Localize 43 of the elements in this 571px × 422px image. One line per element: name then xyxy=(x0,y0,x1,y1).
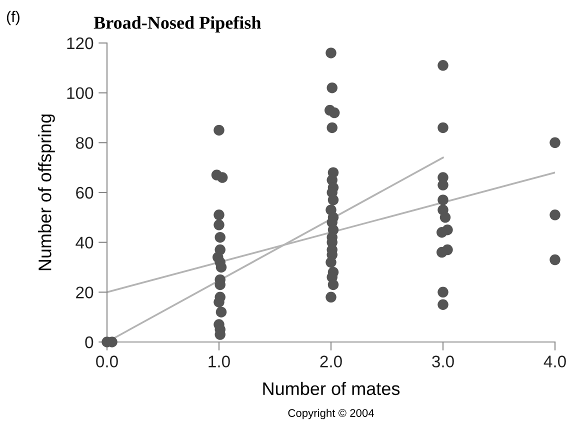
point xyxy=(550,210,560,220)
y-tick-label: 120 xyxy=(67,37,94,50)
point xyxy=(326,48,336,58)
point xyxy=(214,210,224,220)
y-tick-label: 40 xyxy=(76,236,94,249)
point xyxy=(438,299,448,310)
y-tick-label: 60 xyxy=(76,186,94,199)
x-tick-label: 0.0 xyxy=(96,356,118,368)
point xyxy=(436,226,448,238)
point xyxy=(328,194,339,206)
x-tick-label: 4.0 xyxy=(544,356,566,368)
x-tick-label: 1.0 xyxy=(208,356,230,368)
x-axis-title: Number of mates xyxy=(263,382,400,396)
point xyxy=(438,122,448,134)
y-tick-label: 0 xyxy=(85,336,94,348)
point xyxy=(326,122,338,134)
point xyxy=(438,60,448,71)
point xyxy=(326,82,338,94)
point xyxy=(438,286,448,298)
y-axis-title: Number of offspring xyxy=(38,114,55,270)
point xyxy=(214,220,224,230)
x-tick-label: 3.0 xyxy=(432,356,454,368)
point xyxy=(550,254,560,266)
point xyxy=(438,194,448,206)
point xyxy=(550,137,560,148)
point xyxy=(216,172,228,183)
point xyxy=(436,246,448,258)
point xyxy=(438,180,448,190)
y-tick-label: 20 xyxy=(76,286,94,298)
point xyxy=(326,292,336,303)
text: Copyright © 2004 xyxy=(288,408,374,420)
text: (f) xyxy=(6,10,20,26)
x-tick-label: 2.0 xyxy=(320,356,342,368)
point xyxy=(214,232,226,243)
point xyxy=(216,306,227,318)
point xyxy=(328,279,339,290)
chart-title: Broad-Nosed Pipefish xyxy=(94,16,261,33)
point xyxy=(326,256,336,268)
y-tick-label: 100 xyxy=(67,87,94,100)
y-tick-label: 80 xyxy=(76,137,94,149)
point xyxy=(328,107,340,118)
point xyxy=(214,124,224,136)
point xyxy=(440,212,451,223)
